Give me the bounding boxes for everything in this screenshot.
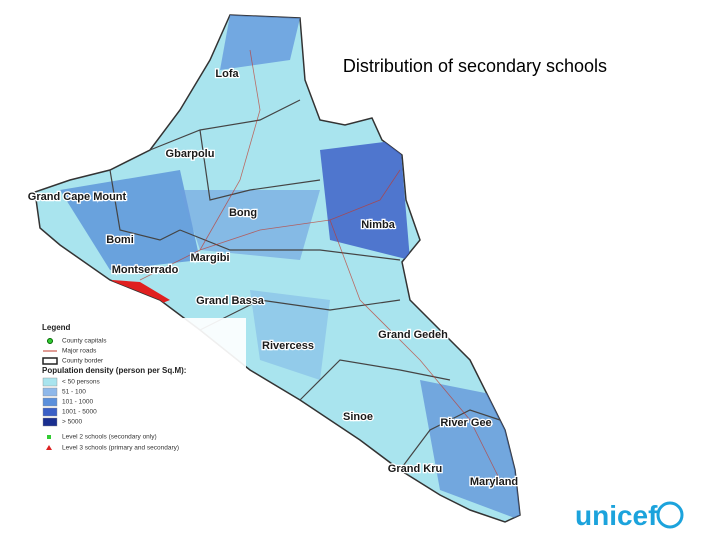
county-labels: Lofa Gbarpolu Grand Cape Mount Bong Nimba Bom… [27, 67, 520, 490]
county-borders [109, 99, 501, 471]
legend-label: County border [62, 358, 104, 365]
legend-symbol [47, 338, 53, 344]
logo-text: unicef [575, 500, 658, 531]
legend-label: County capitals [62, 338, 107, 345]
legend-swatch [42, 377, 58, 387]
slide-title: Distribution of secondary schools [343, 56, 607, 76]
legend-label: 51 - 100 [62, 389, 86, 396]
legend-label: Major roads [62, 348, 97, 355]
county-label: Grand Kru [388, 463, 442, 475]
logo: unicef [575, 500, 684, 531]
country-outline [34, 14, 521, 523]
legend: Legend County capitals Major roads County b… [38, 318, 246, 490]
roads [139, 49, 501, 481]
county-label: Maryland [470, 476, 518, 488]
county-label: Gbarpolu [166, 148, 215, 160]
legend-swatch [42, 417, 58, 427]
county-label: Grand Cape Mount [28, 191, 127, 203]
county-label: Sinoe [343, 411, 373, 423]
legend-subtitle: Population density (person per Sq.M): [42, 366, 186, 375]
county-label: Rivercess [262, 340, 314, 352]
county-label: Margibi [190, 252, 229, 264]
legend-label: 1001 - 5000 [62, 409, 97, 416]
legend-label: Level 2 schools (secondary only) [62, 434, 157, 441]
legend-title: Legend [42, 323, 71, 332]
county-label: Grand Bassa [196, 295, 265, 307]
logo-emblem [656, 501, 684, 529]
legend-swatch [42, 397, 58, 407]
county-label: Montserrado [112, 264, 179, 276]
legend-label: < 50 persons [62, 379, 101, 386]
legend-box [38, 318, 246, 490]
county-label: Bomi [106, 234, 134, 246]
legend-symbol [47, 435, 51, 439]
legend-symbol [46, 445, 52, 450]
legend-label: Level 3 schools (primary and secondary) [62, 445, 179, 452]
legend-label: 101 - 1000 [62, 399, 93, 406]
legend-swatch [42, 387, 58, 397]
legend-symbol [42, 357, 58, 365]
county-label: River Gee [440, 417, 491, 429]
legend-swatch [42, 407, 58, 417]
county-label: Bong [229, 207, 257, 219]
county-label: Grand Gedeh [378, 329, 448, 341]
county-label: Lofa [215, 68, 239, 80]
county-label: Nimba [361, 219, 396, 231]
legend-label: > 5000 [62, 419, 82, 426]
